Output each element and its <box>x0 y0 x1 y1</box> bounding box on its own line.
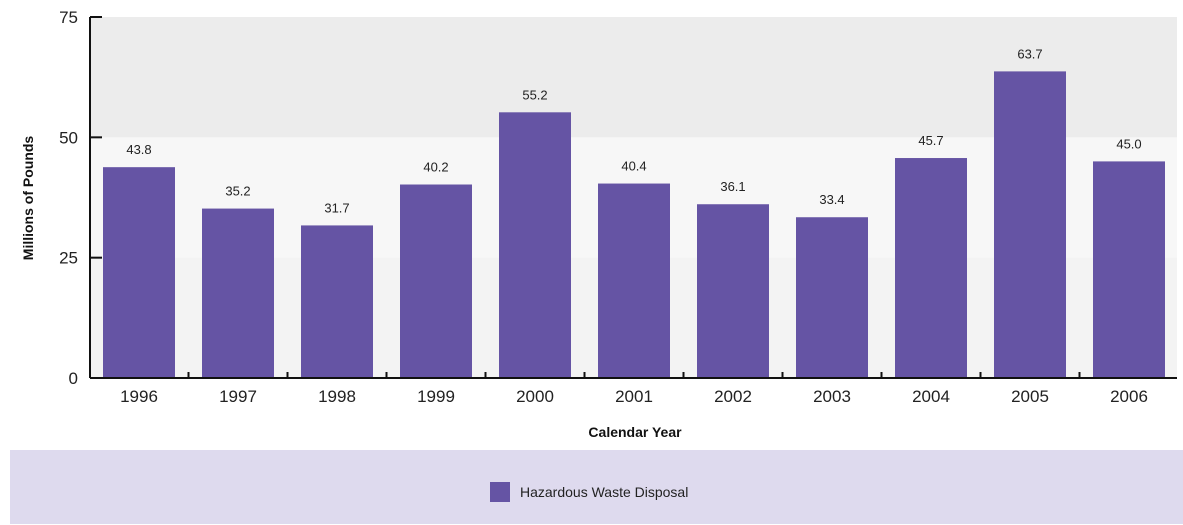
bar-chart: 43.8 35.2 31.7 40.2 55.2 40.4 36.1 33.4 45.7 63.7… <box>20 8 1177 440</box>
value-label: 36.1 <box>720 179 745 194</box>
x-tick-label: 2006 <box>1110 387 1148 406</box>
bar-2003 <box>796 217 868 378</box>
value-label: 63.7 <box>1017 46 1042 61</box>
x-tick-label: 2003 <box>813 387 851 406</box>
value-label: 45.7 <box>918 133 943 148</box>
legend-label: Hazardous Waste Disposal <box>520 484 689 500</box>
x-tick-label: 1998 <box>318 387 356 406</box>
bars <box>103 71 1165 379</box>
bar-2000 <box>499 112 571 378</box>
legend: Hazardous Waste Disposal <box>490 482 688 502</box>
value-label: 33.4 <box>819 192 844 207</box>
value-labels: 43.8 35.2 31.7 40.2 55.2 40.4 36.1 33.4 45.7 63.7… <box>126 46 1141 215</box>
value-label: 43.8 <box>126 142 151 157</box>
x-tick-label: 2000 <box>516 387 554 406</box>
x-tick-label: 1999 <box>417 387 455 406</box>
y-tick-label: 25 <box>59 249 78 268</box>
value-label: 35.2 <box>225 184 250 199</box>
value-label: 55.2 <box>522 87 547 102</box>
bar-2005 <box>994 71 1066 379</box>
y-tick-label: 75 <box>59 8 78 27</box>
x-tick-label: 1996 <box>120 387 158 406</box>
value-label: 40.4 <box>621 159 646 174</box>
value-label: 31.7 <box>324 200 349 215</box>
bar-1999 <box>400 184 472 378</box>
y-axis-title: Millions of Pounds <box>20 136 36 261</box>
bar-2001 <box>598 183 670 378</box>
value-label: 40.2 <box>423 160 448 175</box>
axes <box>89 16 1177 379</box>
y-tick-label: 0 <box>69 369 78 388</box>
y-tick-label: 50 <box>59 128 78 147</box>
bar-1997 <box>202 208 274 378</box>
bar-1996 <box>103 167 175 378</box>
x-tick-label: 2004 <box>912 387 950 406</box>
value-label: 45.0 <box>1116 136 1141 151</box>
bar-2002 <box>697 204 769 378</box>
legend-band <box>10 450 1183 524</box>
x-tick-label: 1997 <box>219 387 257 406</box>
y-tick-labels: 0 25 50 75 <box>59 8 78 388</box>
bar-1998 <box>301 225 373 378</box>
x-tick-label: 2005 <box>1011 387 1049 406</box>
x-tick-labels: 1996 1997 1998 1999 2000 2001 2002 2003 2004 2005… <box>120 387 1148 406</box>
bar-2006 <box>1093 161 1165 378</box>
x-tick-label: 2002 <box>714 387 752 406</box>
x-tick-label: 2001 <box>615 387 653 406</box>
legend-swatch <box>490 482 510 502</box>
bar-2004 <box>895 158 967 378</box>
x-axis-title: Calendar Year <box>588 424 682 440</box>
